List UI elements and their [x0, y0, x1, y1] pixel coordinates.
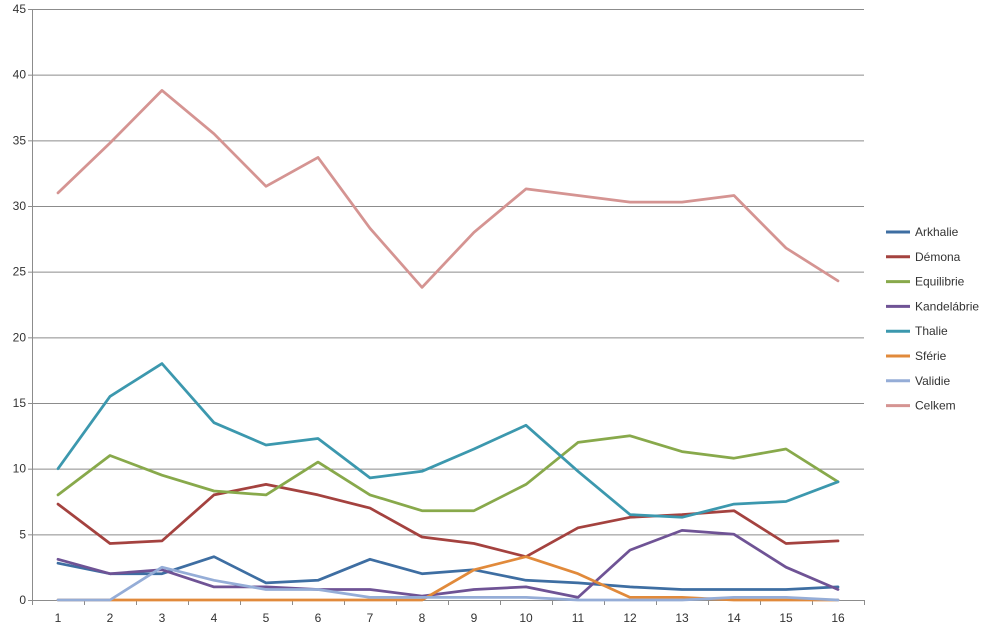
legend-label: Thalie	[915, 324, 948, 338]
y-tick-label: 35	[13, 133, 27, 147]
series-line-1	[56, 555, 840, 591]
x-tick-label: 13	[675, 611, 689, 625]
y-tick-label: 15	[13, 396, 27, 410]
series-lines	[56, 89, 840, 602]
x-tick-label: 8	[419, 611, 426, 625]
y-tick-label: 40	[13, 68, 27, 82]
legend-label: Démona	[915, 250, 961, 264]
legend-label: Sférie	[915, 349, 947, 363]
x-tick-label: 5	[263, 611, 270, 625]
x-tick-label: 7	[367, 611, 374, 625]
y-tick-label: 45	[13, 2, 27, 16]
x-tick-label: 12	[623, 611, 637, 625]
x-tick-label: 10	[519, 611, 533, 625]
legend: Arkhalie Démona Equilibrie Kandelábrie Thali…	[886, 225, 979, 413]
legend-label: Celkem	[915, 399, 956, 413]
x-tick-label: 9	[471, 611, 478, 625]
x-tick-label: 11	[572, 611, 585, 625]
series-line-8	[56, 89, 840, 289]
y-tick-label: 30	[13, 199, 27, 213]
y-tick-label: 0	[19, 593, 26, 607]
y-tick-label: 5	[19, 527, 26, 541]
series-line-3	[56, 434, 840, 513]
y-tick-label: 20	[13, 330, 27, 344]
series-line-5	[56, 362, 840, 519]
y-tick-label: 10	[13, 462, 27, 476]
y-tick-label: 25	[13, 265, 27, 279]
x-tick-label: 3	[159, 611, 166, 625]
legend-label: Equilibrie	[915, 275, 965, 289]
x-tick-label: 1	[55, 611, 62, 625]
x-tick-label: 2	[107, 611, 114, 625]
gridlines	[32, 9, 864, 536]
x-tick-label: 4	[211, 611, 218, 625]
legend-label: Arkhalie	[915, 225, 959, 239]
x-tick-label: 6	[315, 611, 322, 625]
legend-label: Validie	[915, 374, 950, 388]
x-tick-label: 16	[831, 611, 845, 625]
series-line-2	[56, 483, 840, 559]
x-tick-label: 15	[779, 611, 793, 625]
series-line-4	[56, 529, 840, 599]
x-tick-label: 14	[727, 611, 741, 625]
legend-label: Kandelábrie	[915, 299, 979, 313]
series-line-7	[56, 565, 840, 602]
